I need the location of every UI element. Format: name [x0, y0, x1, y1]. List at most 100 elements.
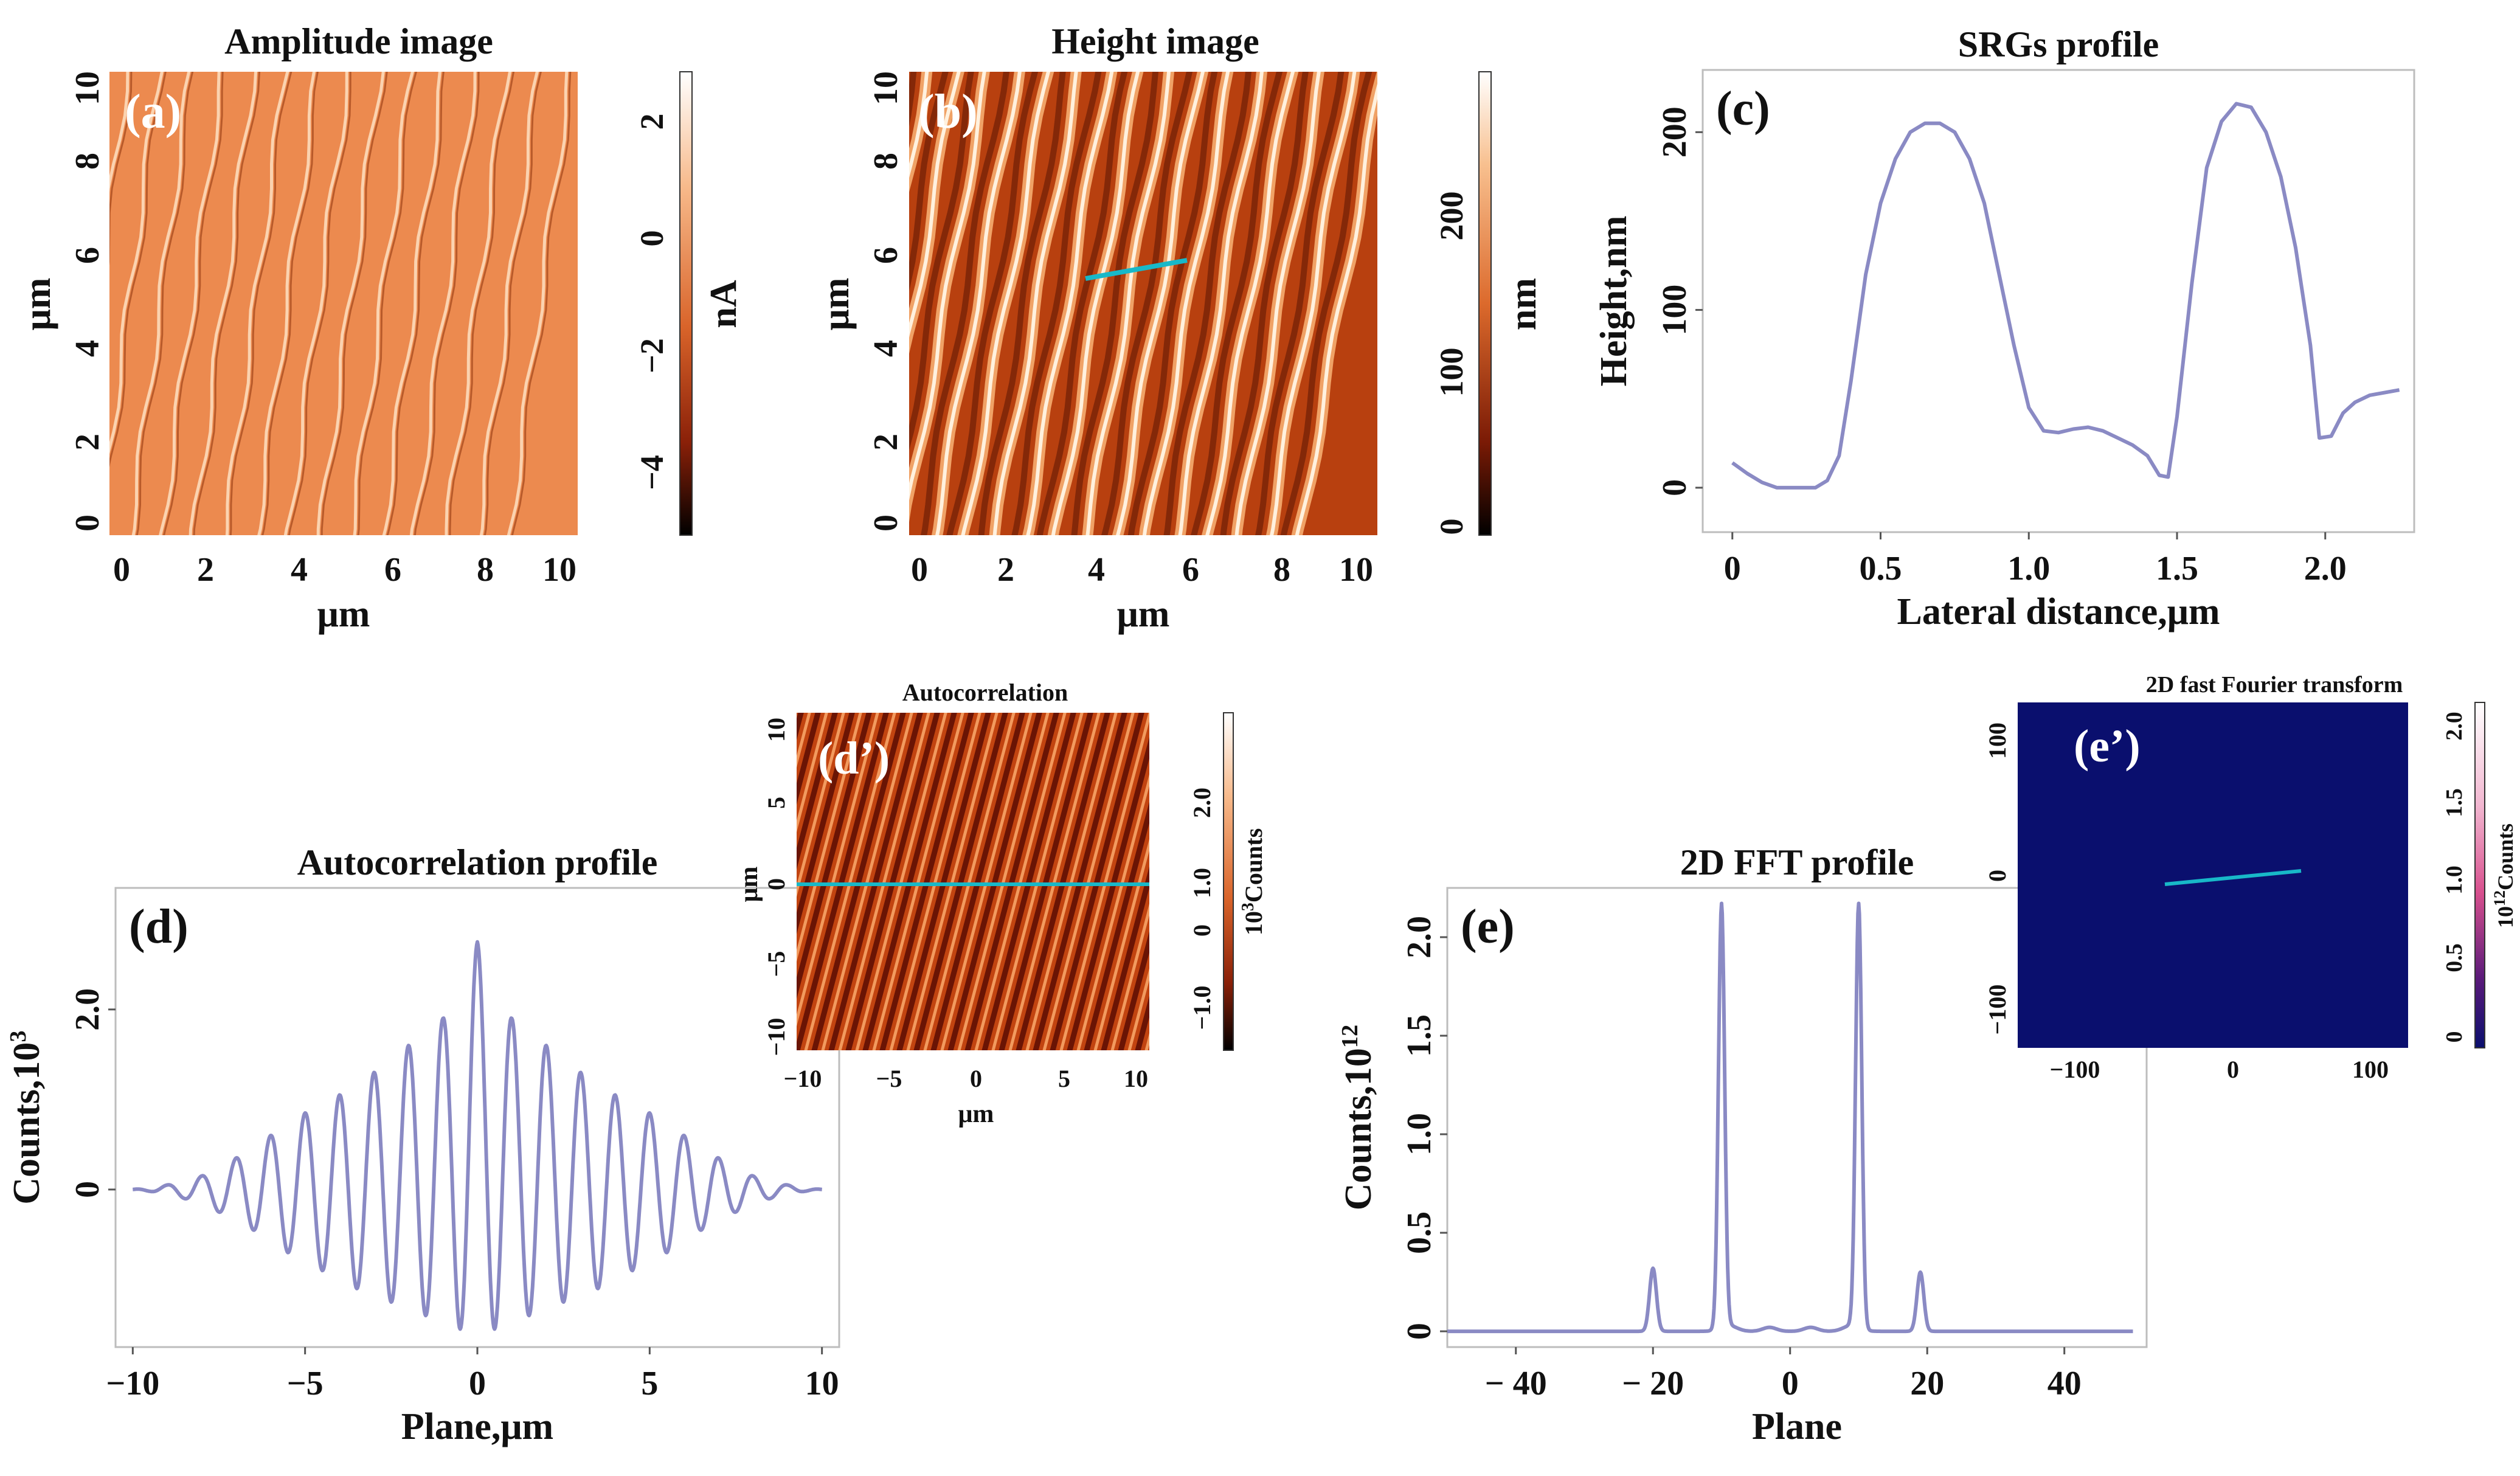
amplitude-ridge-shadow	[193, 72, 261, 535]
panel-d-prime-xticks: −10 −5 0 5 10	[784, 1065, 1148, 1092]
panel-e-prime-xtick: 0	[2227, 1056, 2239, 1083]
height-ridge-core	[1178, 72, 1264, 535]
amplitude-ridge-shadow	[229, 72, 292, 535]
x-tick-label: 0.5	[1860, 550, 1902, 587]
panel-b: Height image (b) 0 2 4 6 8 10 μm 0 2 4 6…	[815, 21, 1544, 635]
height-valley	[1280, 72, 1372, 535]
height-ridge-core	[1116, 72, 1205, 535]
autocorrelation-stripe-dark	[797, 713, 821, 805]
autocorrelation-stripe-dark	[828, 713, 923, 1050]
autocorrelation-stripe-dark	[797, 713, 889, 1050]
panel-e-prime-xtick: 100	[2352, 1056, 2389, 1083]
panel-d-prime: Autocorrelation (d’) −10 −5 0 5 10 μm 10…	[735, 679, 1267, 1128]
height-ridge-core	[935, 72, 1022, 535]
autocorrelation-stripe-light	[797, 713, 828, 833]
y-tick-label: 0	[1400, 1323, 1438, 1340]
panel-e-prime-title: 2D fast Fourier transform	[2146, 672, 2403, 698]
amplitude-ridge-shadow	[288, 72, 351, 535]
autocorrelation-stripe-light	[1093, 839, 1149, 1050]
plot-frame	[1701, 69, 2415, 533]
panel-a-cbar-unit: nA	[703, 280, 744, 328]
height-valley	[909, 72, 949, 291]
panel-a-cbar-tick: 0	[634, 230, 670, 247]
autocorrelation-stripe-light	[797, 713, 845, 898]
panel-d-prime-xtick: 0	[970, 1065, 982, 1092]
cbar-unit-base: 10	[2493, 906, 2518, 928]
y-tick-label: 1.0	[1400, 1113, 1438, 1156]
x-axis-label: Lateral distance,μm	[1897, 591, 2220, 632]
autocorrelation-stripe-light	[906, 713, 999, 1050]
panel-a-yticks: 0 2 4 6 8 10	[69, 71, 106, 532]
autocorrelation-stripe-light	[797, 713, 879, 1027]
panel-a-ytick: 10	[69, 71, 106, 105]
autocorrelation-stripe-dark	[811, 713, 906, 1050]
amplitude-ridge-shadow	[414, 72, 480, 535]
fft-image	[2018, 702, 2408, 1048]
autocorrelation-stripe-dark	[1067, 736, 1149, 1050]
amplitude-ridge-shadow	[483, 72, 542, 535]
panel-b-label: (b)	[918, 85, 978, 139]
y-axis-label-exponent: 12	[1337, 1025, 1363, 1048]
panel-b-yticks: 0 2 4 6 8 10	[867, 71, 905, 532]
panel-e-prime-cbar-tick: 1.5	[2442, 788, 2467, 817]
amplitude-ridge	[507, 72, 569, 535]
height-ridge-core	[992, 72, 1078, 535]
amplitude-ridge-shadow	[511, 72, 572, 535]
panel-a-title: Amplitude image	[224, 21, 493, 61]
height-valley	[1127, 72, 1218, 535]
x-tick-label: 0	[1782, 1365, 1799, 1402]
panel-d-prime-xtick: −10	[784, 1065, 822, 1092]
panel-e-prime-xticks: −100 0 100	[2050, 1056, 2389, 1083]
x-tick-label: − 40	[1485, 1365, 1547, 1402]
x-tick-label: −5	[287, 1365, 324, 1402]
panel-e-prime-yticks: 100 0 −100	[1984, 722, 2011, 1034]
x-tick-label: 2.0	[2304, 550, 2347, 587]
y-tick-label: 200	[1656, 106, 1694, 158]
panel-b-xtick: 0	[911, 551, 928, 589]
panel-a-xticks: 0 2 4 6 8 10	[113, 551, 576, 589]
panel-a-ytick: 0	[69, 515, 106, 532]
panel-d-prime-ytick: −5	[763, 951, 790, 977]
amplitude-ridge	[409, 72, 477, 535]
panel-b-ytick: 0	[867, 515, 905, 532]
panel-b-title: Height image	[1051, 21, 1259, 61]
autocorrelation-profile-line	[131, 940, 823, 1331]
y-tick-label: 0.5	[1400, 1211, 1438, 1254]
autocorrelation-stripe-dark	[1050, 713, 1144, 1050]
autocorrelation-stripe-dark	[896, 713, 991, 1050]
amplitude-ridge-shadow	[357, 72, 417, 535]
panel-a-xtick: 2	[197, 551, 214, 589]
y-tick-label: 2.0	[1400, 916, 1438, 958]
x-tick-label: −10	[106, 1365, 159, 1402]
panel-e-prime: 2D fast Fourier transform (e’) −100 0 10…	[1984, 672, 2518, 1083]
panel-a-xtick: 10	[542, 551, 576, 589]
fft-profile-line-plot	[1446, 901, 2134, 1334]
x-tick-label: − 20	[1622, 1365, 1684, 1402]
x-tick-label: 0	[469, 1365, 486, 1402]
panel-b-ytick: 4	[867, 340, 905, 357]
amplitude-ridge	[131, 72, 191, 535]
amplitude-ridge	[159, 72, 221, 535]
chart-e: 2D FFT profile (e) − 40 − 20 0 20 40 0 0.5 1.0 1.5…	[1337, 842, 2148, 1447]
height-valley	[978, 72, 1066, 535]
panel-b-ytick: 6	[867, 247, 905, 264]
panel-a-ylabel: μm	[17, 278, 58, 331]
chart-title: 2D FFT profile	[1680, 842, 1914, 882]
autocorrelation-stripe-light	[1042, 713, 1135, 1050]
chart-panel-label: (c)	[1716, 82, 1770, 136]
panel-e-prime-cbar-tick: 1.0	[2442, 865, 2467, 895]
panel-b-ylabel: μm	[815, 278, 857, 331]
x-tick-label: 10	[805, 1365, 839, 1402]
panel-b-ytick: 10	[867, 71, 905, 105]
autocorrelation-stripe-light	[1110, 903, 1149, 1050]
panel-d-prime-ytick: 10	[763, 718, 790, 742]
height-valley	[909, 72, 974, 451]
autocorrelation-stripe-light	[804, 713, 896, 1050]
panel-b-cbar-tick: 100	[1433, 348, 1470, 397]
amplitude-ridge	[283, 72, 348, 535]
panel-d-prime-ytick: 5	[763, 797, 790, 809]
panel-b-xtick: 2	[997, 551, 1014, 589]
amplitude-image	[109, 72, 578, 535]
autocorrelation-stripe-light	[940, 713, 1033, 1050]
